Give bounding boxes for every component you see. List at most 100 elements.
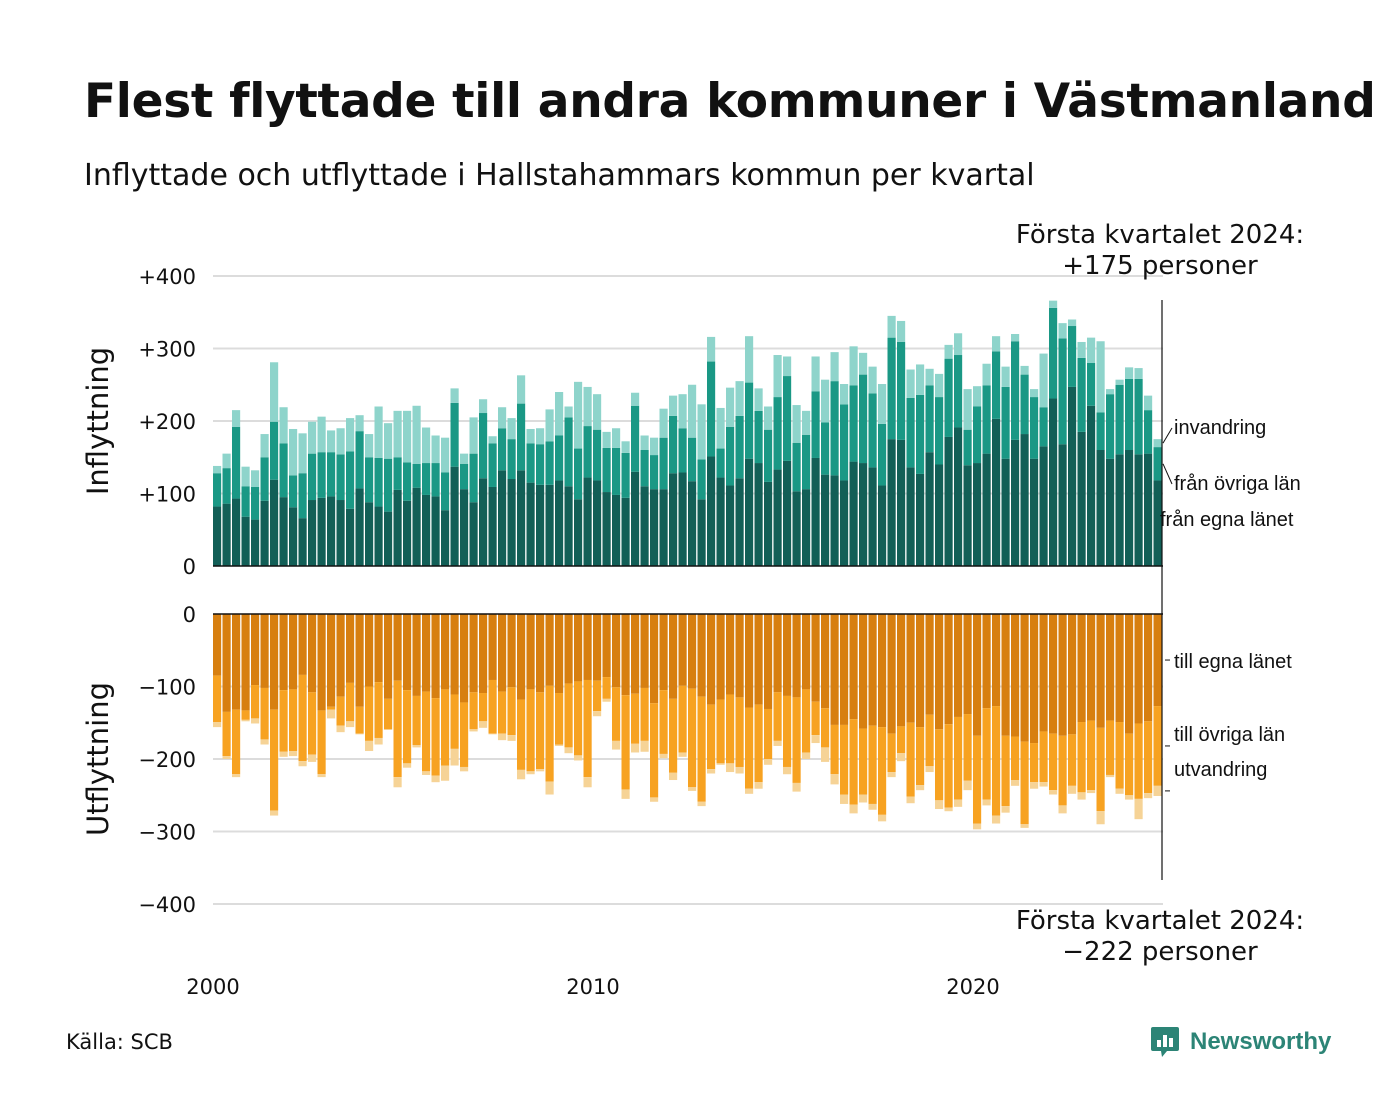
bar-in-segment xyxy=(849,385,858,462)
bar-in-segment xyxy=(536,428,545,445)
bar-out-segment xyxy=(498,733,507,741)
bar-in-segment xyxy=(783,356,792,377)
bar-in-segment xyxy=(298,518,307,566)
bar-in-segment xyxy=(745,382,754,459)
bar-out-segment xyxy=(260,739,269,745)
bar-in-segment xyxy=(716,477,725,566)
bar-out-segment xyxy=(450,614,459,695)
bar-out-segment xyxy=(555,744,564,746)
bar-out-segment xyxy=(745,707,754,789)
bar-in-segment xyxy=(963,389,972,430)
bar-out-segment xyxy=(498,614,507,692)
bar-in-segment xyxy=(830,475,839,567)
bar-out-segment xyxy=(469,729,478,732)
bar-in-segment xyxy=(631,471,640,566)
bar-out-segment xyxy=(859,614,868,729)
bar-in-segment xyxy=(754,410,763,464)
bar-out-segment xyxy=(1125,614,1134,734)
bar-out-segment xyxy=(963,614,972,715)
bar-in-segment xyxy=(336,500,345,566)
bar-out-segment xyxy=(422,691,431,772)
bar-in-segment xyxy=(868,467,877,566)
bar-out-segment xyxy=(298,674,307,762)
bar-in-segment xyxy=(346,451,355,509)
bar-out-segment xyxy=(431,698,440,776)
bar-out-segment xyxy=(963,780,972,791)
bar-in-segment xyxy=(593,480,602,566)
bar-in-segment xyxy=(906,467,915,566)
brand-name: Newsworthy xyxy=(1190,1028,1332,1055)
bar-in-segment xyxy=(450,402,459,467)
bar-out-segment xyxy=(897,726,906,754)
bar-in-segment xyxy=(431,496,440,566)
bar-in-segment xyxy=(697,404,706,460)
y-tick-label: −200 xyxy=(138,748,196,772)
bar-out-segment xyxy=(878,727,887,815)
bar-out-segment xyxy=(802,752,811,759)
bar-in-segment xyxy=(1087,363,1096,406)
bar-out-segment xyxy=(678,752,687,757)
bar-out-segment xyxy=(612,614,621,688)
bar-in-segment xyxy=(916,394,925,474)
bar-in-segment xyxy=(355,415,364,432)
bar-in-segment xyxy=(821,422,830,475)
bar-out-segment xyxy=(488,733,497,735)
bar-out-segment xyxy=(260,614,269,688)
bar-out-segment xyxy=(1058,614,1067,736)
series-label-in: från egna länet xyxy=(1160,509,1294,531)
bar-out-segment xyxy=(802,614,811,690)
bar-out-segment xyxy=(270,810,279,816)
bar-in-segment xyxy=(726,426,735,486)
bar-out-segment xyxy=(773,740,782,746)
bar-in-segment xyxy=(232,426,241,499)
bar-out-segment xyxy=(564,747,573,754)
bar-out-segment xyxy=(773,692,782,741)
bar-out-segment xyxy=(241,710,250,720)
x-tick-label: 2010 xyxy=(566,975,619,999)
bar-out-segment xyxy=(1030,782,1039,789)
bar-in-segment xyxy=(1068,319,1077,327)
bar-in-segment xyxy=(583,386,592,427)
bar-in-segment xyxy=(507,418,516,440)
bar-in-segment xyxy=(773,355,782,398)
bar-out-segment xyxy=(574,614,583,682)
bar-in-segment xyxy=(260,457,269,501)
bar-out-segment xyxy=(849,614,858,720)
bar-in-segment xyxy=(612,428,621,448)
bar-in-segment xyxy=(289,507,298,566)
bar-in-segment xyxy=(621,452,630,498)
bar-in-segment xyxy=(1039,407,1048,447)
bar-out-segment xyxy=(840,794,849,804)
bar-in-segment xyxy=(1106,389,1115,395)
bar-out-segment xyxy=(811,614,820,702)
bar-in-segment xyxy=(564,417,573,487)
bar-out-segment xyxy=(222,756,231,759)
bar-in-segment xyxy=(1134,454,1143,566)
bar-in-segment xyxy=(773,397,782,470)
bar-in-segment xyxy=(773,469,782,566)
annotation-bottom-line: −222 personer xyxy=(1062,937,1258,967)
bar-in-segment xyxy=(868,393,877,468)
bar-out-segment xyxy=(1077,792,1086,800)
bar-in-segment xyxy=(602,492,611,566)
bar-in-segment xyxy=(251,519,260,566)
bar-in-segment xyxy=(802,410,811,435)
bar-out-segment xyxy=(1153,614,1162,707)
bar-out-segment xyxy=(1001,806,1010,813)
bar-out-segment xyxy=(279,751,288,757)
bar-out-segment xyxy=(1087,614,1096,721)
bar-out-segment xyxy=(897,753,906,762)
bar-out-segment xyxy=(1115,722,1124,789)
bar-out-segment xyxy=(669,772,678,781)
bar-out-segment xyxy=(298,761,307,767)
bar-in-segment xyxy=(517,470,526,566)
bar-in-segment xyxy=(849,461,858,566)
bar-out-segment xyxy=(859,728,868,795)
bar-in-segment xyxy=(574,499,583,566)
bar-in-segment xyxy=(469,453,478,503)
bar-in-segment xyxy=(355,431,364,489)
bar-in-segment xyxy=(640,486,649,566)
bar-out-segment xyxy=(441,689,450,766)
bar-out-segment xyxy=(954,716,963,800)
bar-in-segment xyxy=(374,406,383,458)
